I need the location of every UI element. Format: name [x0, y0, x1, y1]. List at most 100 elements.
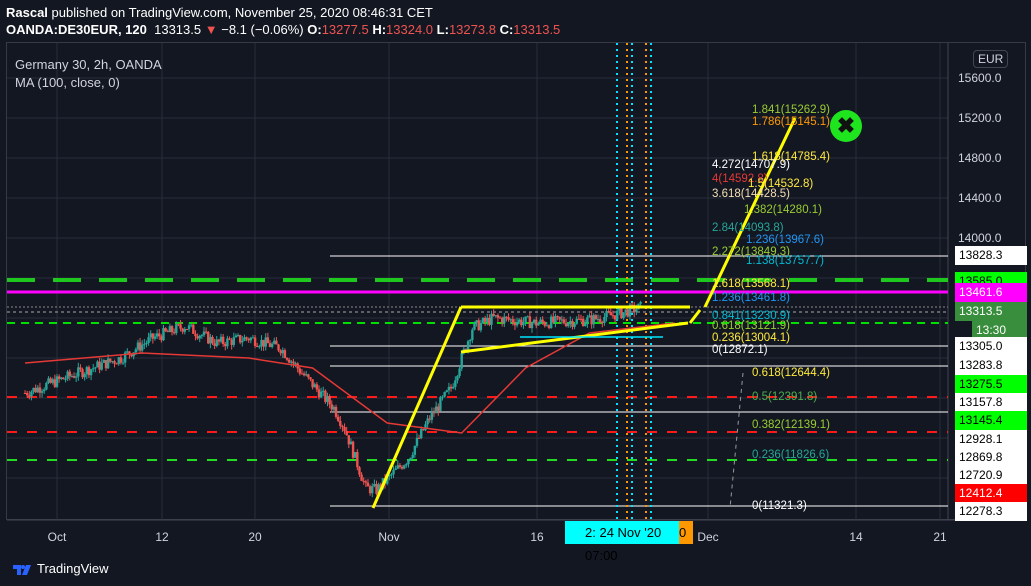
candle-body: [424, 424, 427, 431]
candle-body: [522, 321, 525, 326]
candle-body: [411, 454, 414, 458]
candle-body: [626, 309, 630, 317]
time-label: 16: [530, 530, 544, 544]
candle-body: [311, 379, 314, 388]
candle-body: [624, 309, 627, 313]
candle-body: [336, 416, 340, 421]
fib-level-label: 2.272(13849.3): [712, 246, 791, 258]
publish-info: Rascal published on TradingView.com, Nov…: [6, 5, 433, 20]
candle-body: [639, 302, 642, 304]
candle-body: [605, 311, 608, 317]
currency-button[interactable]: EUR: [973, 50, 1009, 68]
price-tick: 14000.0: [958, 231, 1002, 245]
candle-body: [179, 324, 182, 329]
tradingview-logo[interactable]: TradingView: [12, 561, 109, 576]
price-label: 12869.8: [955, 448, 1027, 467]
candle-body: [264, 337, 267, 347]
candle-body: [562, 319, 566, 324]
candle-body: [354, 452, 357, 458]
candle-body: [364, 481, 368, 483]
close-circle-icon[interactable]: ✖: [830, 110, 862, 142]
candle-body: [447, 386, 451, 391]
candle-body: [356, 452, 359, 468]
candle-body: [136, 342, 140, 350]
high-label: H:: [372, 22, 387, 37]
price-label: 12928.1: [955, 430, 1027, 449]
fib-level-label: 0.618(13121.9): [712, 320, 791, 332]
candle-body: [243, 337, 246, 341]
time-label: 12: [155, 530, 169, 544]
candle-body: [198, 335, 201, 339]
open-value: 13277.5: [321, 22, 369, 37]
candle-body: [324, 390, 327, 402]
candle-body: [307, 374, 310, 378]
candle-body: [241, 340, 244, 343]
candle-body: [226, 338, 229, 347]
candle-body: [232, 337, 235, 345]
candle-body: [332, 406, 336, 410]
candle-body: [486, 317, 489, 322]
candle-body: [543, 322, 546, 326]
candle-body: [94, 367, 97, 369]
candle-body: [268, 343, 272, 347]
candle-body: [437, 406, 440, 411]
candle-body: [162, 328, 165, 341]
candle-body: [49, 378, 52, 383]
price-label: 13461.6: [955, 283, 1027, 302]
candle-body: [287, 359, 291, 363]
low-label: L:: [436, 22, 449, 37]
candle-body: [498, 317, 502, 319]
fib-level-label: 1.786(15145.1): [752, 116, 831, 128]
candle-body: [123, 352, 127, 363]
candle-body: [530, 322, 534, 329]
candle-body: [319, 391, 323, 398]
candle-body: [475, 320, 478, 323]
candle-body: [138, 342, 142, 351]
candle-body: [177, 324, 180, 326]
candle-body: [38, 387, 42, 393]
candle-body: [334, 406, 338, 417]
candle-body: [189, 324, 193, 326]
candle-body: [545, 325, 549, 327]
candle-body: [128, 351, 131, 355]
candle-body: [23, 393, 27, 394]
candle-body: [34, 387, 37, 393]
candle-body: [573, 323, 576, 327]
legend-title[interactable]: Germany 30, 2h, OANDA: [15, 57, 162, 72]
candle-body: [394, 468, 397, 470]
candle-body: [315, 384, 319, 390]
candle-body: [496, 315, 500, 318]
legend-indicator[interactable]: MA (100, close, 0): [15, 75, 120, 90]
candle-body: [477, 320, 480, 331]
fib-level-label: 0.236(11826.6): [752, 449, 830, 461]
price-change: −8.1 (−0.06%): [221, 22, 304, 37]
chart-legend: Germany 30, 2h, OANDA MA (100, close, 0): [15, 56, 162, 92]
candle-body: [567, 322, 570, 327]
candle-body: [596, 319, 600, 321]
author[interactable]: Rascal: [6, 5, 48, 20]
candle-body: [326, 396, 329, 402]
candle-body: [36, 387, 40, 393]
candle-body: [345, 431, 348, 436]
candle-body: [313, 384, 316, 388]
candle-body: [341, 425, 344, 428]
candle-body: [98, 361, 101, 370]
candle-body: [422, 429, 425, 431]
candle-body: [187, 325, 191, 330]
candle-body: [445, 390, 448, 392]
candle-body: [53, 379, 57, 387]
publish-text: published on TradingView.com, November 2…: [51, 5, 433, 20]
candle-body: [32, 387, 35, 392]
fib-level-label: 0.618(12644.4): [752, 367, 831, 379]
candle-body: [79, 367, 82, 370]
candle-body: [430, 411, 434, 420]
candle-body: [371, 486, 374, 494]
candle-body: [526, 316, 529, 318]
candle-body: [351, 441, 355, 458]
candle-body: [221, 336, 225, 344]
candle-body: [407, 459, 410, 465]
candle-body: [109, 358, 112, 362]
candle-body: [479, 323, 483, 331]
candle-body: [68, 371, 71, 377]
